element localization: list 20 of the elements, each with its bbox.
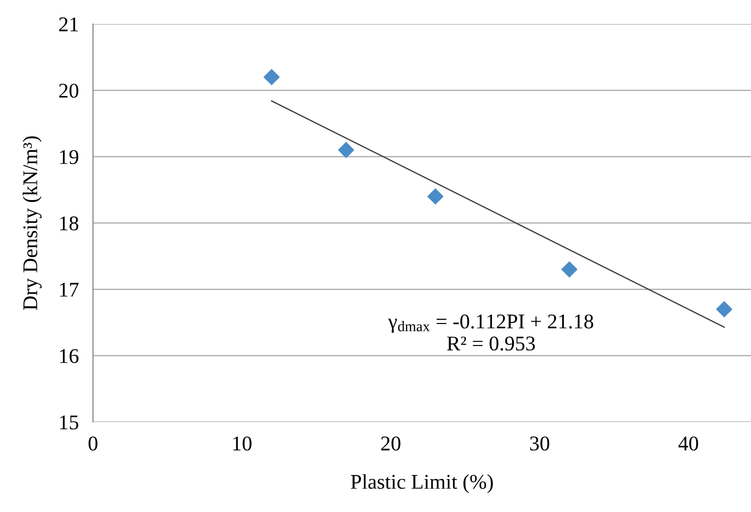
y-tick-label: 15 — [60, 415, 78, 430]
x-tick-label: 40 — [678, 436, 698, 451]
point — [263, 68, 280, 86]
y-tick-label: 20 — [59, 84, 78, 98]
x-axis-title: Plastic Limit (%) — [350, 474, 493, 494]
x-tick-label: 0 — [88, 436, 98, 451]
point — [716, 301, 732, 318]
point — [427, 188, 444, 205]
x-tick-label: 20 — [381, 436, 400, 451]
y-tick-label: 17 — [60, 282, 79, 297]
y-axis-title: Dry Density (kN/m³) — [22, 136, 42, 310]
point — [561, 261, 578, 278]
y-tick-label: 19 — [60, 150, 78, 164]
annotation: γ$_{dmax}$ = -0.112PI + 21.18 R² = 0.953 — [388, 314, 594, 351]
x-tick-label: 10 — [233, 436, 252, 451]
y-tick-label: 18 — [60, 216, 78, 230]
x-tick-label: 30 — [530, 436, 550, 451]
point — [338, 142, 354, 158]
y-tick-label: 21 — [59, 17, 78, 32]
y-tick-label: 16 — [60, 349, 78, 364]
